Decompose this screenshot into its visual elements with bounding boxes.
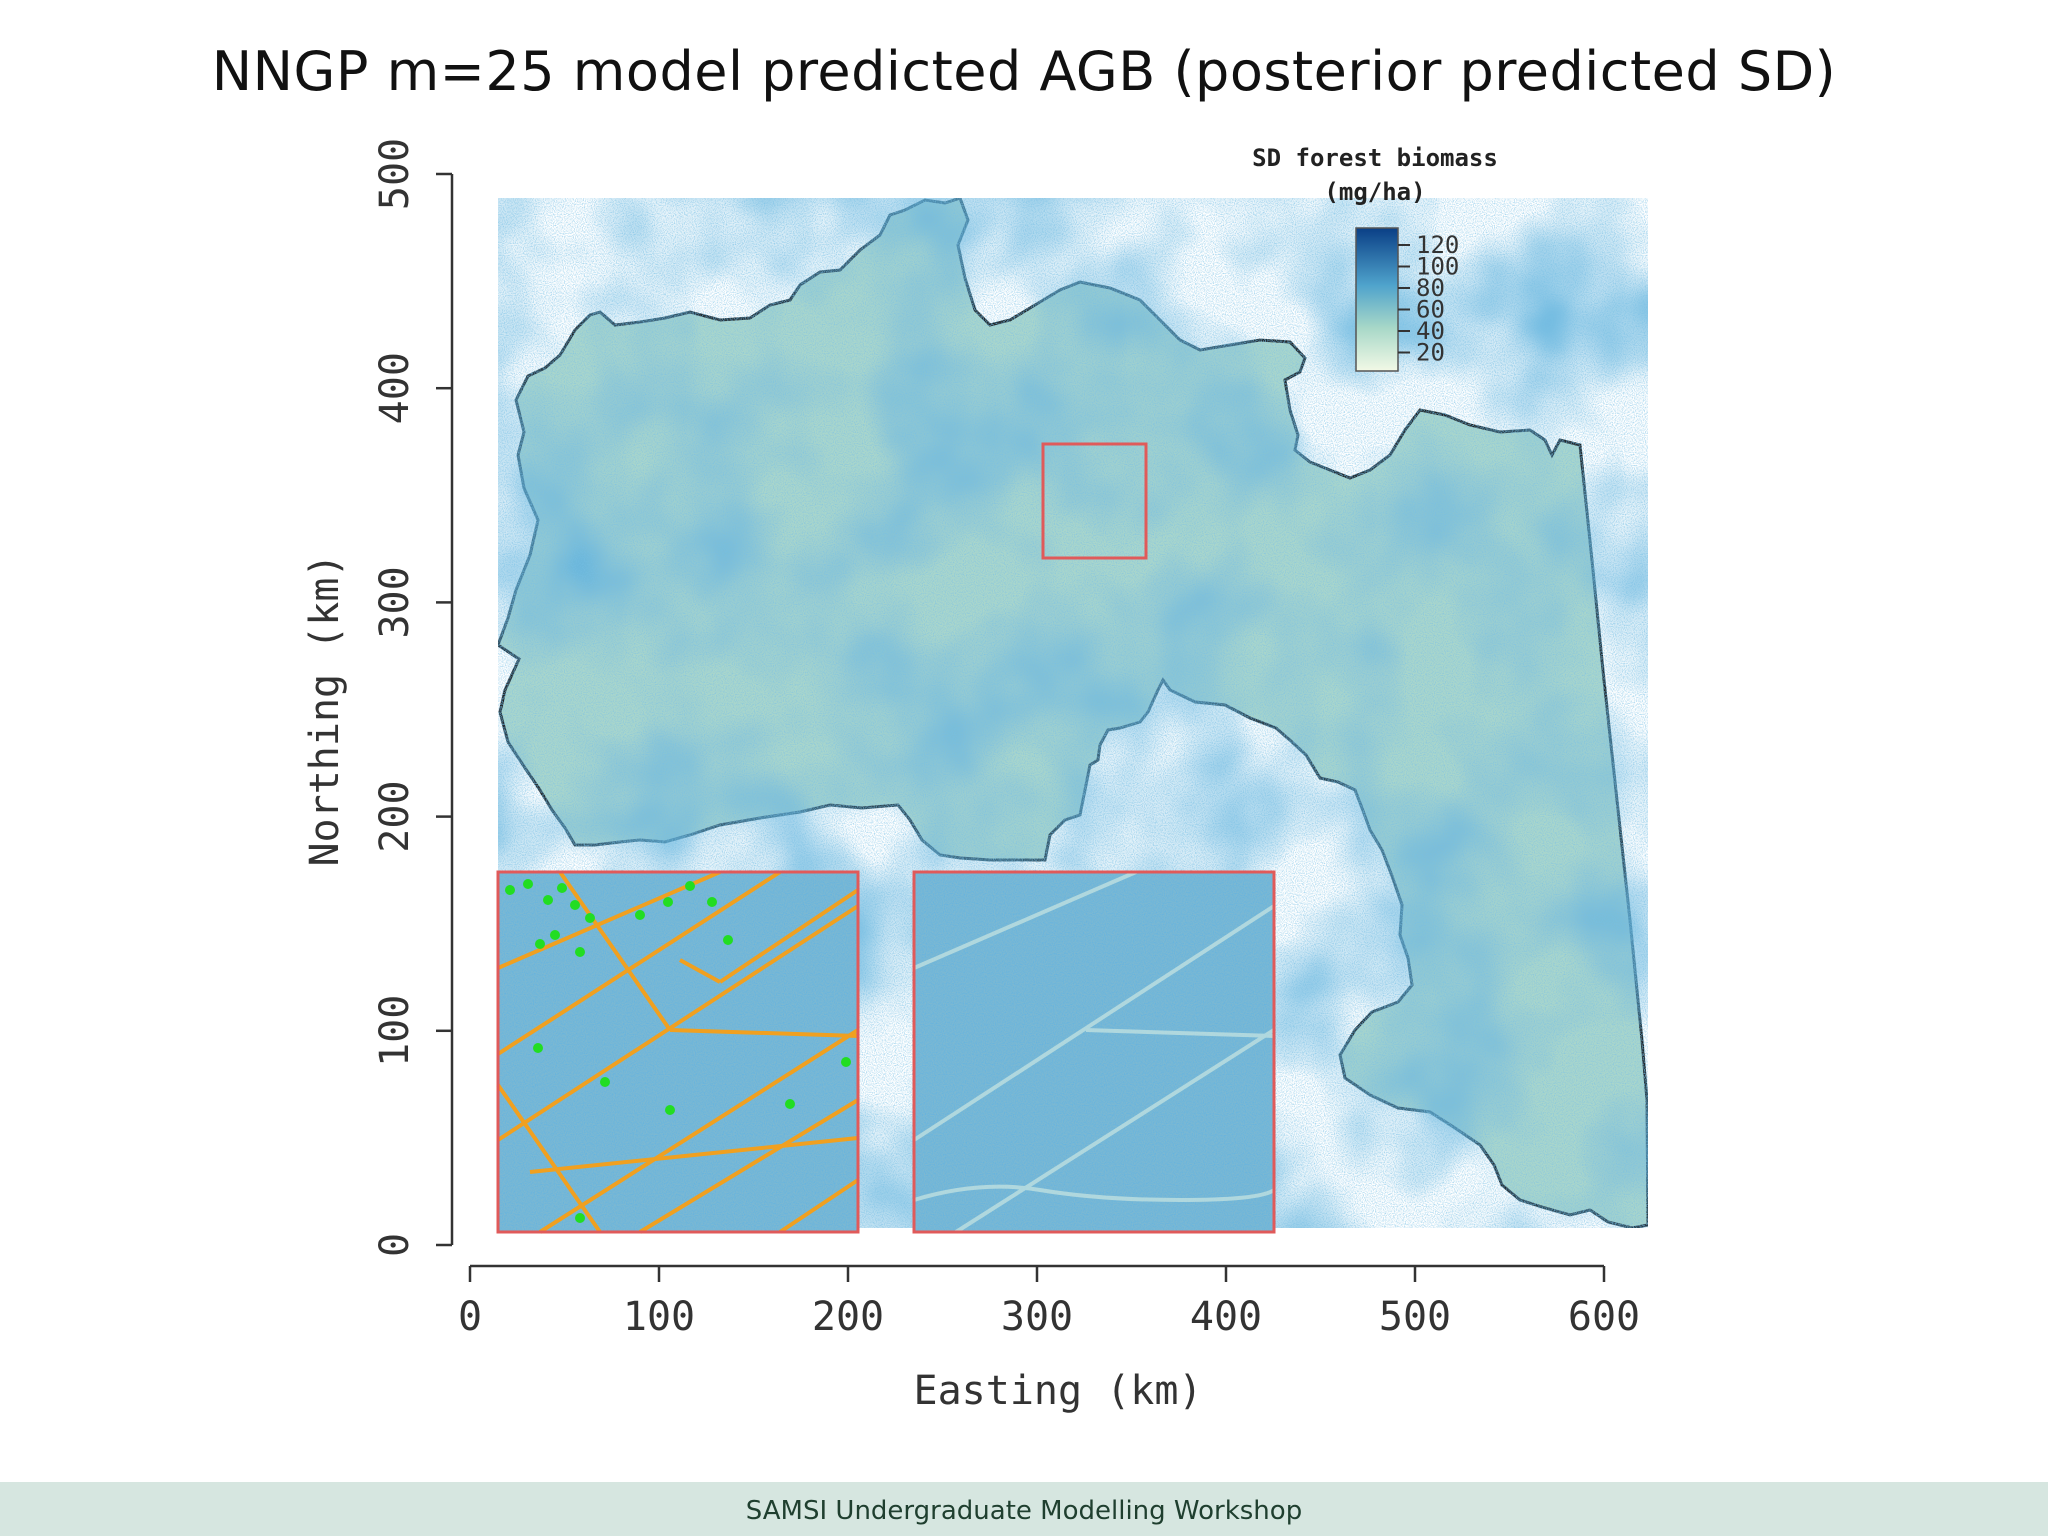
y-axis-tick-labels: 0 100 200 300 400 500 xyxy=(372,138,418,1257)
x-tick-label: 400 xyxy=(1190,1294,1262,1340)
lidar-tracks xyxy=(496,870,860,1234)
y-tick-label: 200 xyxy=(372,780,418,852)
x-tick-label: 0 xyxy=(458,1294,482,1340)
legend-tick-label: 20 xyxy=(1416,339,1445,367)
y-tick-label: 400 xyxy=(372,352,418,424)
y-axis-label: Northing (km) xyxy=(302,553,348,866)
legend-title: SD forest biomass xyxy=(1252,144,1498,172)
study-region xyxy=(496,196,1650,1230)
legend-colorbar xyxy=(1355,227,1399,372)
legend-tick-label: 100 xyxy=(1416,253,1459,281)
legend-tick-label: 80 xyxy=(1416,274,1445,302)
y-tick-label: 300 xyxy=(372,566,418,638)
y-axis xyxy=(436,172,454,1247)
x-tick-label: 500 xyxy=(1379,1294,1451,1340)
y-tick-label: 0 xyxy=(372,1233,418,1257)
x-tick-label: 100 xyxy=(623,1294,695,1340)
footer-text: SAMSI Undergraduate Modelling Workshop xyxy=(745,1496,1303,1526)
zoom-area-marker xyxy=(1041,442,1148,560)
x-tick-label: 200 xyxy=(812,1294,884,1340)
x-axis-tick-labels: 0 100 200 300 400 500 600 xyxy=(458,1294,1640,1340)
footer-bar xyxy=(0,1482,2048,1536)
legend-tick-label: 40 xyxy=(1416,317,1445,345)
x-tick-label: 600 xyxy=(1568,1294,1640,1340)
y-tick-label: 100 xyxy=(372,995,418,1067)
x-axis-label: Easting (km) xyxy=(914,1368,1203,1414)
field-plots xyxy=(505,879,851,1223)
y-tick-label: 500 xyxy=(372,138,418,210)
inset-prediction xyxy=(912,870,1276,1234)
slide-title: NNGP m=25 model predicted AGB (posterior… xyxy=(211,40,1837,103)
legend-unit: (mg/ha) xyxy=(1324,178,1425,206)
x-axis xyxy=(468,1264,1606,1282)
inset-with-tracks xyxy=(496,870,860,1234)
legend-tick-label: 60 xyxy=(1416,296,1445,324)
x-tick-label: 300 xyxy=(1001,1294,1073,1340)
legend-tick-label: 120 xyxy=(1416,231,1459,259)
